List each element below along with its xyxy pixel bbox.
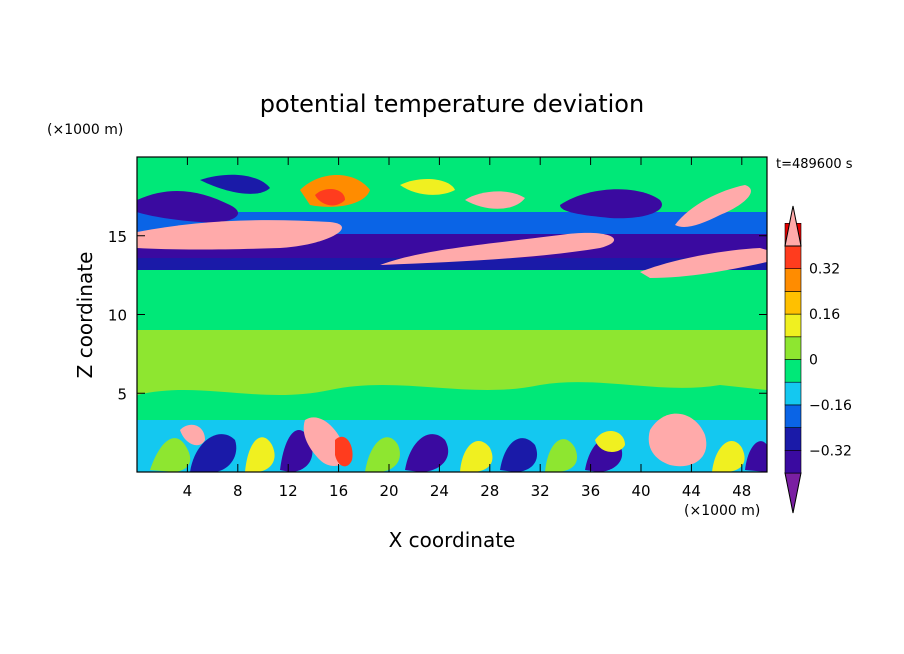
colorbar-swatch [784,245,802,270]
x-axis: 4 8 12 16 20 24 28 32 36 40 44 48 [183,157,751,500]
x-tick-label: 24 [430,482,449,500]
y-axis-label: Z coordinate [73,252,97,379]
x-tick-label: 28 [480,482,499,500]
y-tick-label: 5 [117,385,127,403]
colorbar-label: −0.16 [809,398,852,414]
x-axis-label: X coordinate [389,528,516,552]
colorbar-swatch [784,427,802,451]
field-bottom-band [137,412,767,420]
colorbar-label: 0.32 [809,262,840,278]
colorbar-swatch [784,336,802,360]
field-upper-band-2 [137,258,767,270]
colorbar-swatch [784,313,802,338]
y-tick-label: 10 [108,307,127,325]
y-axis: 5 10 15 [108,228,767,403]
chart-title: potential temperature deviation [260,90,644,118]
y-unit-label: (×1000 m) [47,122,123,138]
colorbar-label: 0 [809,353,818,369]
x-unit-label: (×1000 m) [684,503,760,519]
colorbar-swatch [784,449,802,474]
x-tick-label: 32 [531,482,550,500]
x-tick-label: 16 [329,482,348,500]
colorbar-swatch [784,359,802,383]
x-tick-label: 4 [183,482,193,500]
colorbar-swatch [784,291,802,315]
colorbar-swatch [784,404,802,428]
colorbar-swatch [784,381,802,406]
x-tick-label: 44 [682,482,701,500]
x-tick-label: 40 [631,482,650,500]
x-tick-label: 48 [732,482,751,500]
field-mid-patches [137,297,767,412]
x-tick-label: 20 [379,482,398,500]
colorbar: 0.32 0.16 0 −0.16 −0.32 [784,205,852,514]
plot-area [137,157,767,472]
colorbar-min-triangle [784,472,802,514]
time-label: t=489600 s [776,157,853,172]
colorbar-label: −0.32 [809,443,852,459]
x-tick-label: 36 [581,482,600,500]
y-tick-label: 15 [108,228,127,246]
field-upper-patches [137,174,767,282]
x-tick-label: 8 [233,482,243,500]
colorbar-label: 0.16 [809,307,840,323]
colorbar-max-triangle [784,205,802,247]
colorbar-swatch [784,268,802,292]
field-bottom-cells [150,413,767,472]
x-tick-label: 12 [279,482,298,500]
